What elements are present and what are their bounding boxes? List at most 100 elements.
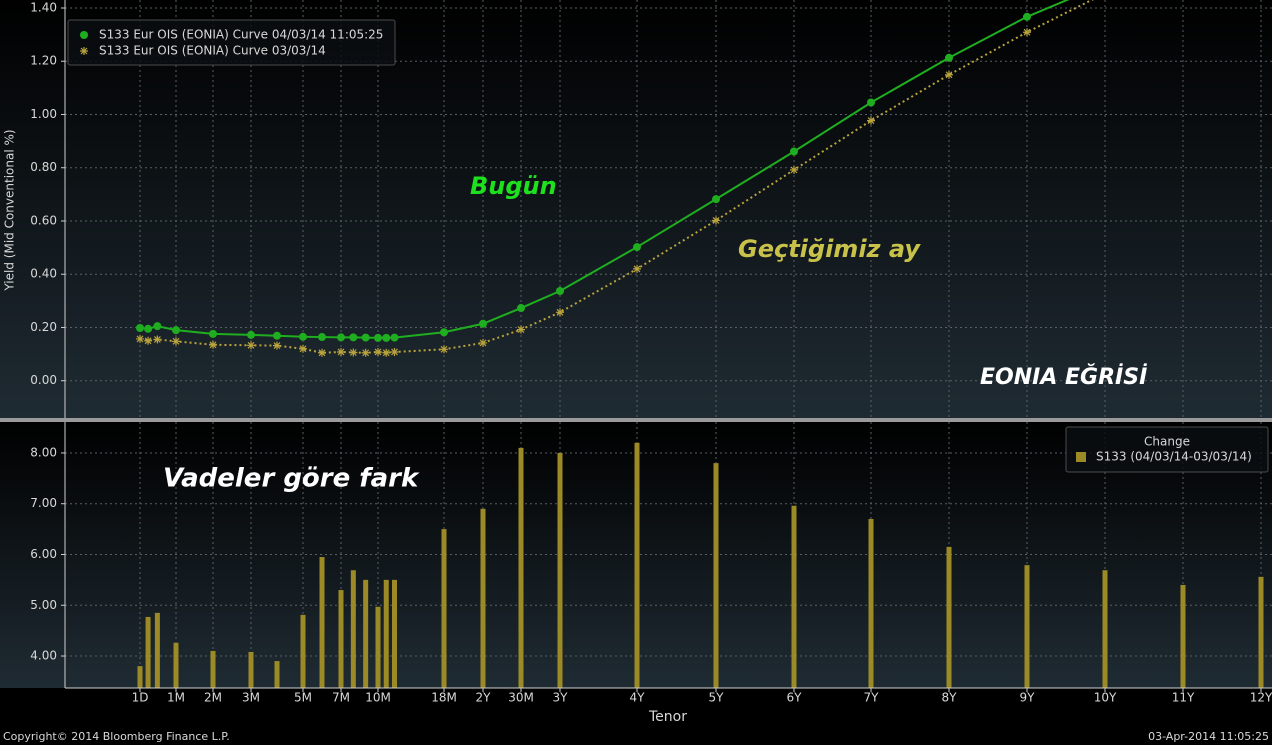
point <box>633 243 641 252</box>
point <box>440 345 448 354</box>
point <box>209 329 217 338</box>
x-axis-label: Tenor <box>648 709 687 725</box>
bar <box>363 579 369 688</box>
point <box>172 326 180 335</box>
point <box>318 348 326 357</box>
x-tick-label: 5M <box>294 691 312 705</box>
footer-bg <box>0 688 1272 745</box>
point <box>374 347 382 356</box>
panel-separator <box>0 418 1272 422</box>
bar <box>1258 576 1264 688</box>
annotation: Vadeler göre fark <box>163 464 420 494</box>
x-tick-label: 2M <box>204 691 222 705</box>
annotation: Bugün <box>470 172 557 200</box>
y-tick-label: 1.40 <box>30 0 57 14</box>
point <box>318 333 326 342</box>
bar <box>375 606 381 688</box>
point <box>374 333 382 342</box>
x-tick-label: 4Y <box>630 691 646 705</box>
annotation: Geçtiğimiz ay <box>738 235 921 263</box>
x-tick-label: 1D <box>132 691 149 705</box>
bar <box>518 447 524 688</box>
point <box>349 348 358 357</box>
point <box>337 347 345 356</box>
bar <box>154 612 160 688</box>
x-tick-label: 6Y <box>787 691 803 705</box>
legend-box <box>67 19 396 66</box>
legend-label: S133 (04/03/14-03/03/14) <box>1096 450 1252 464</box>
series-line <box>139 0 1070 339</box>
y-tick-label: 1.00 <box>30 107 57 121</box>
x-tick-label: 30M <box>508 691 534 705</box>
bottom-legend: Change S133 (04/03/14-03/03/14) <box>1065 426 1269 473</box>
y-tick-label: 0.20 <box>30 320 57 334</box>
point <box>361 333 370 342</box>
legend-marker <box>80 31 88 39</box>
point <box>247 330 255 339</box>
point <box>790 147 798 156</box>
point <box>633 264 641 273</box>
x-tick-label: 18M <box>431 691 457 705</box>
bar <box>868 518 874 688</box>
bar <box>392 579 397 688</box>
point <box>144 324 153 333</box>
point <box>390 347 399 356</box>
point <box>945 70 953 79</box>
bar <box>441 529 447 688</box>
point <box>556 308 564 317</box>
bar <box>1180 584 1186 688</box>
bar <box>248 651 254 688</box>
point <box>479 319 487 328</box>
bar <box>145 616 151 688</box>
point <box>382 348 391 357</box>
point <box>479 338 487 347</box>
x-tick-label: 7Y <box>864 691 880 705</box>
y-tick-label: 8.00 <box>30 445 57 459</box>
point <box>136 334 144 343</box>
point <box>144 336 153 345</box>
y-tick-label: 1.20 <box>30 54 57 68</box>
legend-label: S133 Eur OIS (EONIA) Curve 04/03/14 11:0… <box>99 28 383 42</box>
point <box>867 116 875 125</box>
y-tick-label: 0.00 <box>30 373 57 387</box>
y-tick-label: 0.40 <box>30 267 57 281</box>
y-tick-label: 7.00 <box>30 496 57 510</box>
bar <box>274 661 280 688</box>
bar <box>1102 570 1108 688</box>
point <box>273 331 281 340</box>
bar <box>557 452 563 688</box>
point <box>1023 28 1031 37</box>
point <box>390 333 399 342</box>
point <box>153 322 162 331</box>
top-panel-bg <box>0 0 1272 418</box>
bar <box>350 570 356 688</box>
bar <box>713 463 719 688</box>
point <box>247 341 255 350</box>
point <box>556 287 564 296</box>
point <box>1023 12 1031 21</box>
x-tick-label: 2Y <box>476 691 492 705</box>
bar <box>137 666 143 688</box>
point <box>361 348 370 357</box>
y-axis-label: Yield (Mid Conventional %) <box>3 129 17 291</box>
point <box>153 335 162 344</box>
point <box>337 333 345 342</box>
bar <box>300 614 306 688</box>
x-tick-label: 11Y <box>1172 691 1195 705</box>
point <box>382 333 391 342</box>
series-line <box>139 0 1094 354</box>
point <box>299 344 307 353</box>
annotation: EONIA EĞRİSİ <box>980 364 1147 390</box>
point <box>440 328 448 337</box>
y-tick-label: 0.80 <box>30 160 57 174</box>
point <box>790 165 798 174</box>
x-tick-label: 3Y <box>553 691 569 705</box>
bar <box>634 442 640 688</box>
y-tick-label: 5.00 <box>30 598 57 612</box>
x-tick-label: 1M <box>167 691 185 705</box>
axes <box>64 0 1272 689</box>
y-tick-label: 4.00 <box>30 649 57 663</box>
x-tick-label: 7M <box>332 691 350 705</box>
bar <box>1024 565 1030 688</box>
